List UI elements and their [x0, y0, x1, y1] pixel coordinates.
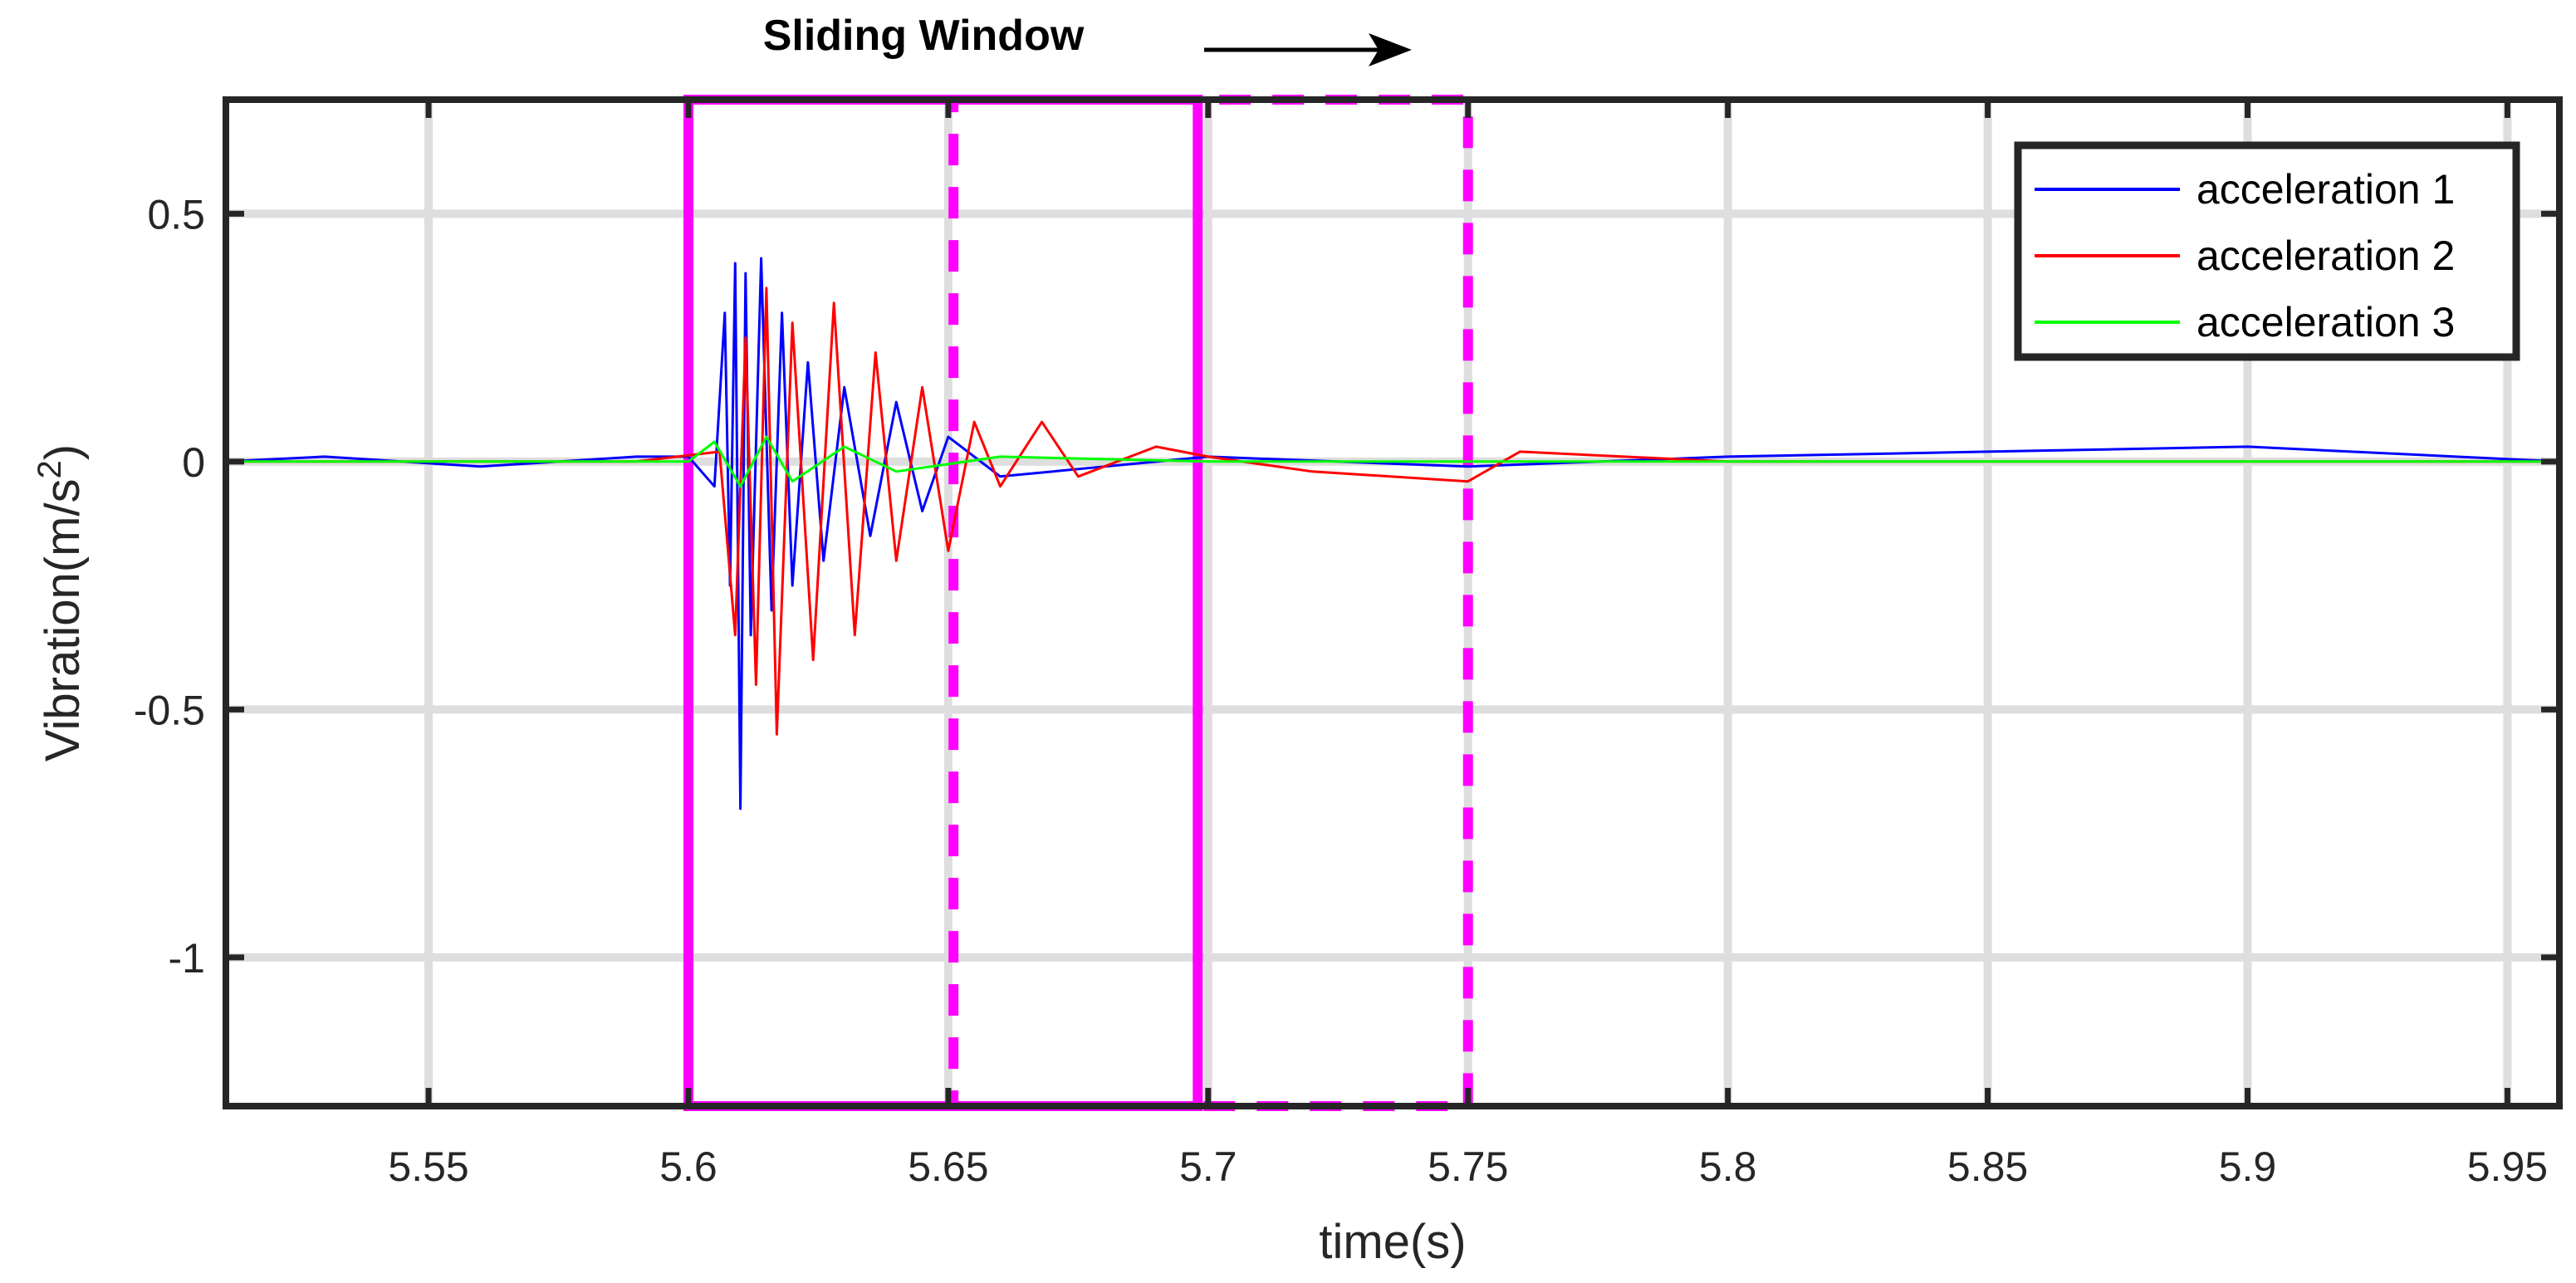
sliding-window-annotation: Sliding Window — [763, 12, 1085, 60]
x-axis-label: time(s) — [1319, 1215, 1466, 1269]
annotation-arrow-head — [1369, 33, 1412, 66]
y-axis-label-suffix: ) — [36, 444, 90, 460]
y-tick-label: 0.5 — [147, 191, 205, 238]
y-axis-label: Vibration(m/s2) — [32, 444, 90, 761]
y-tick-label: -0.5 — [134, 687, 205, 733]
x-tick-label: 5.7 — [1179, 1143, 1237, 1190]
legend-label: acceleration 2 — [2196, 233, 2455, 279]
x-tick-label: 5.9 — [2219, 1143, 2277, 1190]
legend: acceleration 1 acceleration 2 acceleration… — [2014, 141, 2520, 361]
legend-label: acceleration 3 — [2196, 299, 2455, 345]
legend-label: acceleration 1 — [2196, 166, 2455, 213]
y-tick-label: 0 — [182, 439, 205, 486]
x-tick-label: 5.85 — [1947, 1143, 2028, 1190]
x-tick-label: 5.95 — [2467, 1143, 2548, 1190]
y-axis-label-main: Vibration(m/s — [36, 478, 90, 761]
x-tick-label: 5.55 — [388, 1143, 468, 1190]
data-series — [225, 257, 2560, 810]
y-tick-label: -1 — [169, 935, 205, 982]
x-tick-label: 5.65 — [908, 1143, 988, 1190]
x-axis-ticks: 5.55 5.6 5.65 5.7 5.75 5.8 5.85 5.9 5.95 — [388, 100, 2548, 1190]
x-tick-label: 5.6 — [659, 1143, 717, 1190]
x-tick-label: 5.75 — [1428, 1143, 1508, 1190]
series-line-acceleration-3 — [226, 435, 2559, 488]
x-tick-label: 5.8 — [1699, 1143, 1757, 1190]
y-axis-label-superscript: 2 — [32, 460, 68, 478]
axes-box — [223, 96, 2563, 1109]
y-axis-ticks: 0.5 0 -0.5 -1 — [134, 191, 2559, 982]
series-line-acceleration-2 — [226, 286, 2559, 736]
